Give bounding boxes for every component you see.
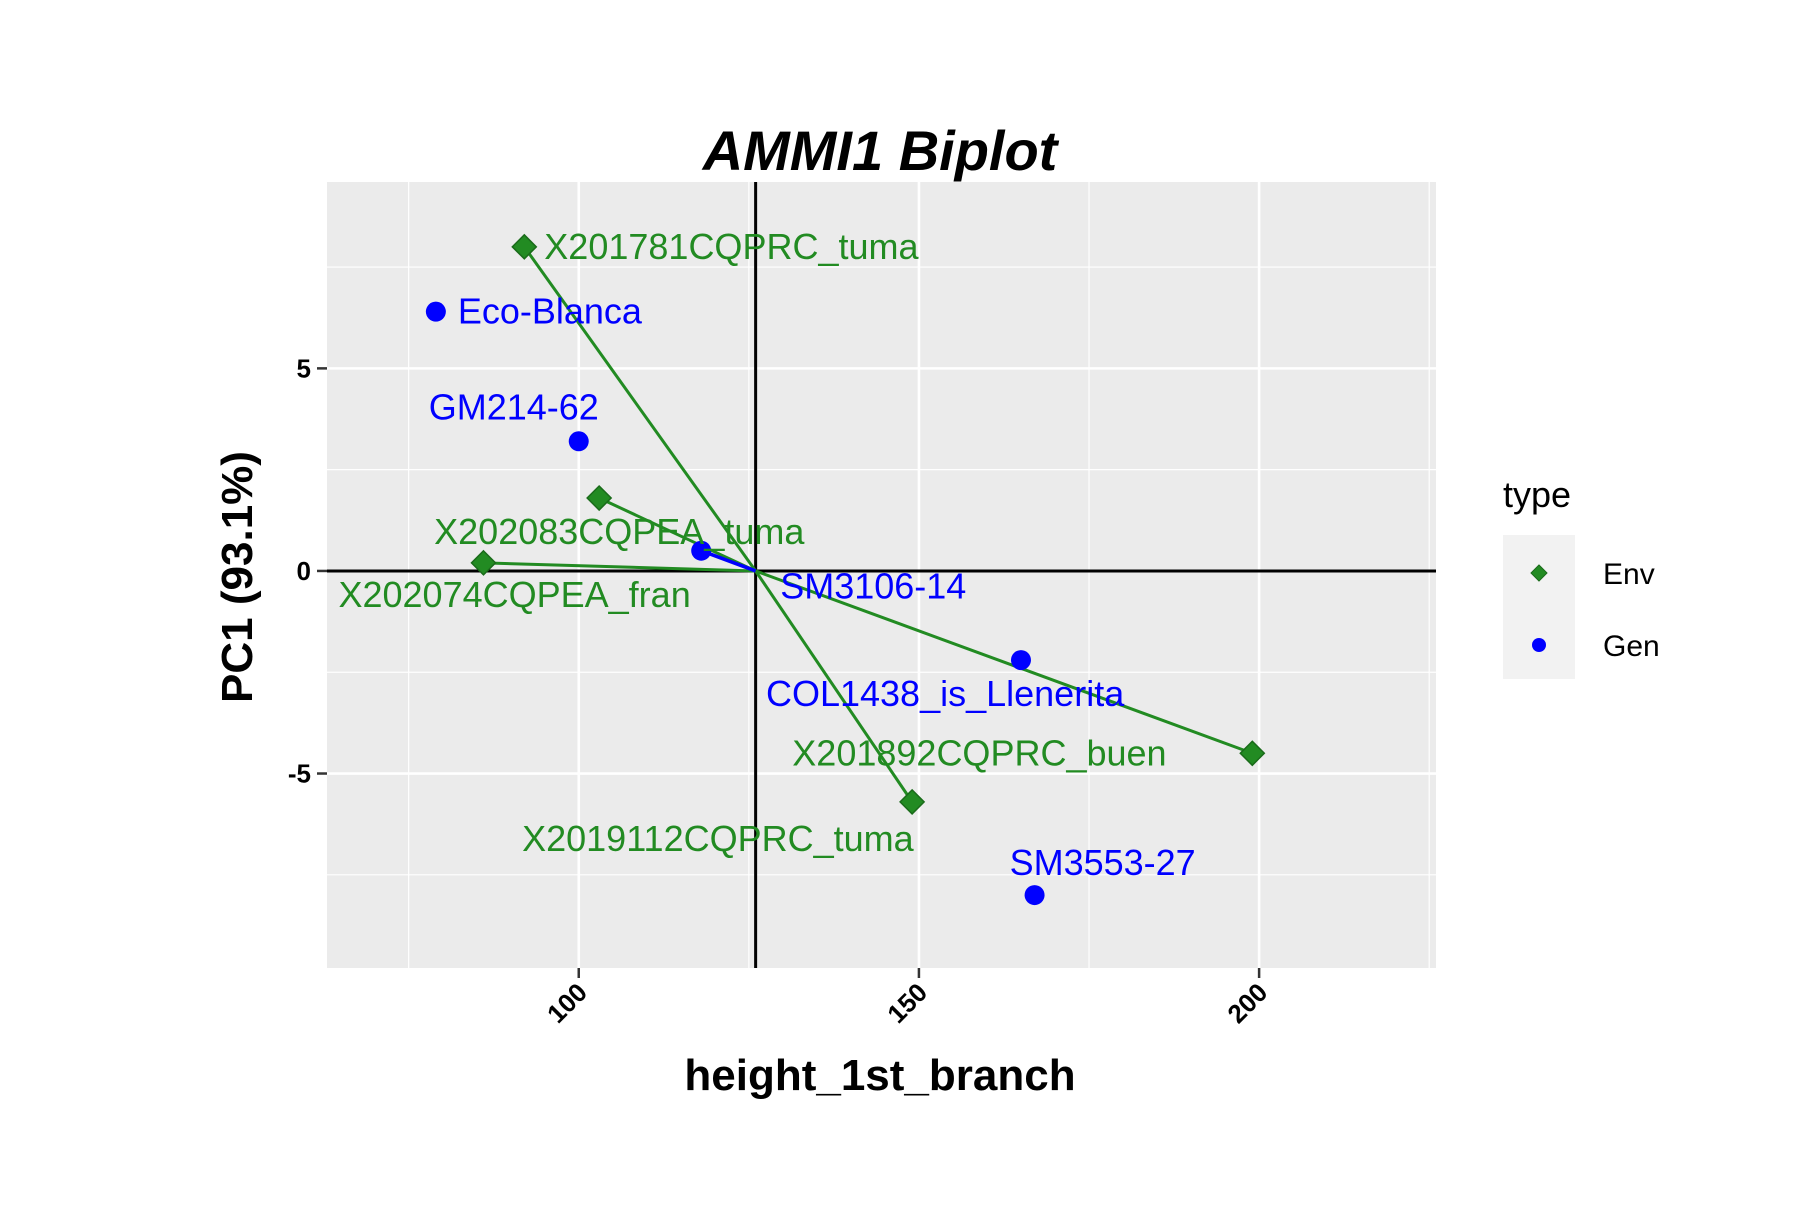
y-axis-label: PC1 (93.1%) [213, 451, 262, 703]
y-tick-label: 5 [297, 353, 311, 383]
env-point [899, 788, 926, 815]
env-vector [754, 570, 914, 803]
legend-label: Env [1603, 558, 1655, 591]
gen-point-label: SM3106-14 [780, 566, 966, 607]
env-point-label: X201781CQPRC_tuma [544, 226, 919, 267]
env-point [511, 233, 538, 260]
gen-point [1010, 650, 1031, 671]
x-tick-label: 200 [1221, 977, 1273, 1029]
gen-point-label: COL1438_is_Llenerita [766, 673, 1125, 714]
x-tick-label: 150 [881, 977, 933, 1029]
y-tick-label: -5 [288, 759, 311, 789]
env-vector [598, 496, 757, 573]
env-point-label: X201892CQPRC_buen [792, 732, 1166, 773]
gen-point-label: Eco-Blanca [458, 291, 643, 332]
point-labels: X201781CQPRC_tuma X202083CQPEA_tuma X20207… [338, 226, 1195, 883]
env-point-label: X2019112CQPRC_tuma [522, 818, 915, 859]
env-point-label: X202083CQPEA_tuma [434, 511, 805, 552]
legend-key-env [1530, 564, 1548, 582]
chart-title: AMMI1 Biplot [701, 119, 1060, 182]
legend-key-background [1503, 535, 1575, 679]
y-tick-label: 0 [297, 556, 311, 586]
gen-point [1024, 885, 1045, 906]
env-point [1239, 740, 1266, 767]
env-vector [483, 561, 756, 573]
legend-key-gen [1532, 638, 1546, 652]
legend-label: Gen [1603, 630, 1660, 663]
gen-point-label: GM214-62 [429, 386, 599, 427]
env-vector [523, 245, 757, 572]
env-point-label: X202074CQPEA_fran [338, 574, 690, 615]
gen-point [568, 431, 589, 452]
gen-point [425, 301, 446, 322]
x-tick-label: 100 [541, 977, 593, 1029]
env-point [470, 549, 497, 576]
legend: Env Gen [1503, 535, 1660, 679]
gen-point-label: SM3553-27 [1010, 842, 1196, 883]
env-vector [755, 569, 1253, 755]
legend-title: type [1503, 474, 1571, 515]
env-point [586, 484, 613, 512]
plot-panel: X201781CQPRC_tuma X202083CQPEA_tuma X20207… [327, 182, 1436, 968]
x-axis-label: height_1st_branch [684, 1051, 1075, 1100]
gen-point [691, 540, 712, 561]
panel-background [327, 182, 1436, 968]
